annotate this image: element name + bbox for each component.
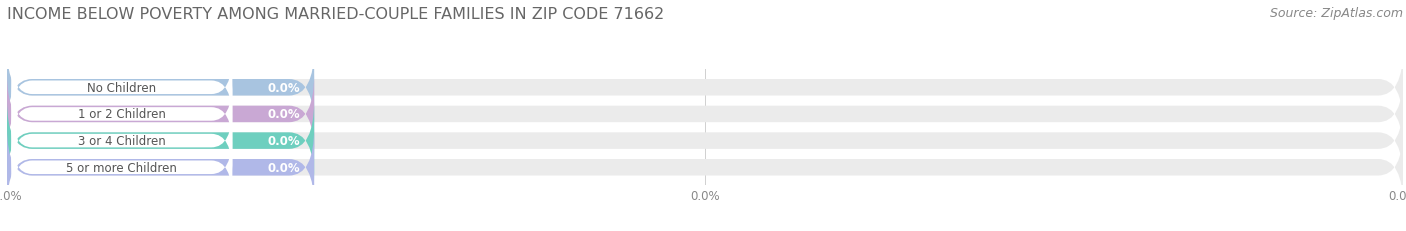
FancyBboxPatch shape — [7, 128, 314, 207]
FancyBboxPatch shape — [7, 101, 314, 181]
Text: 3 or 4 Children: 3 or 4 Children — [77, 134, 166, 147]
FancyBboxPatch shape — [7, 128, 1403, 207]
FancyBboxPatch shape — [7, 48, 1403, 128]
FancyBboxPatch shape — [7, 75, 314, 154]
Text: Source: ZipAtlas.com: Source: ZipAtlas.com — [1270, 7, 1403, 20]
FancyBboxPatch shape — [7, 48, 314, 128]
Text: 0.0%: 0.0% — [267, 81, 301, 94]
Text: INCOME BELOW POVERTY AMONG MARRIED-COUPLE FAMILIES IN ZIP CODE 71662: INCOME BELOW POVERTY AMONG MARRIED-COUPL… — [7, 7, 664, 22]
Text: 0.0%: 0.0% — [267, 161, 301, 174]
FancyBboxPatch shape — [7, 75, 1403, 154]
Text: 0.0%: 0.0% — [267, 134, 301, 147]
FancyBboxPatch shape — [11, 134, 232, 201]
Text: 5 or more Children: 5 or more Children — [66, 161, 177, 174]
FancyBboxPatch shape — [11, 108, 232, 174]
FancyBboxPatch shape — [11, 81, 232, 148]
FancyBboxPatch shape — [7, 101, 1403, 181]
Text: 0.0%: 0.0% — [267, 108, 301, 121]
FancyBboxPatch shape — [11, 55, 232, 121]
Text: No Children: No Children — [87, 81, 156, 94]
Text: 1 or 2 Children: 1 or 2 Children — [77, 108, 166, 121]
